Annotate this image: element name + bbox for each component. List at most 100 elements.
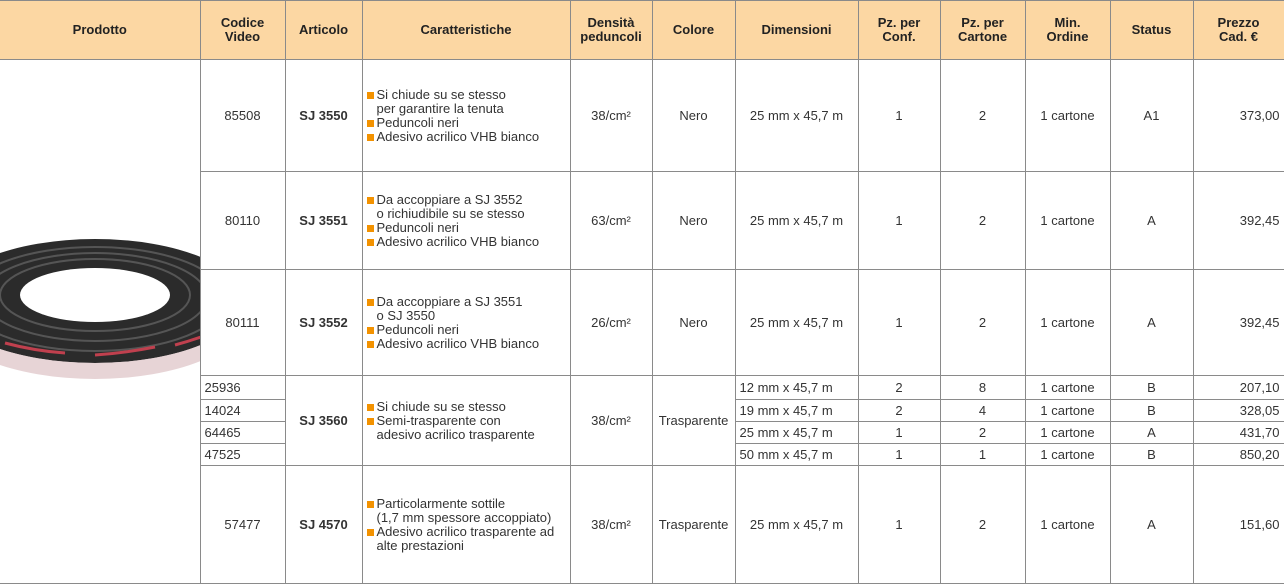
feature-item: Peduncoli neri [366,322,566,337]
color-cell: Trasparente [651,375,736,466]
pz-cartone-cell: 4 [939,399,1026,422]
article-cell: SJ 4570 [284,465,363,584]
price-cell: 850,20 [1192,443,1284,466]
pz-conf-cell: 1 [857,59,941,172]
dimensions-cell: 25 mm x 45,7 m [734,59,859,172]
feature-item: Adesivo acrilico VHB bianco [366,129,566,144]
article-cell: SJ 3560 [284,375,363,466]
code-cell: 64465 [199,421,286,444]
column-header: Codice Video [199,0,286,60]
code-cell: 85508 [199,59,286,172]
column-header: Min. Ordine [1024,0,1111,60]
pz-conf-cell: 1 [857,443,941,466]
status-cell: B [1109,443,1194,466]
status-cell: B [1109,399,1194,422]
product-row: 25936 SJ 3560 Si chiude su se stesso Semi-t… [0,375,1284,466]
price-cell: 392,45 [1192,269,1284,376]
dimensions-cell: 25 mm x 45,7 m [734,421,859,444]
dimensions-cell: 12 mm x 45,7 m [734,375,859,400]
density-cell: 63/cm² [569,171,653,270]
density-cell: 38/cm² [569,59,653,172]
pz-cartone-cell: 2 [939,59,1026,172]
product-image-cell [0,59,201,584]
column-header: Status [1109,0,1194,60]
features-cell: Si chiude su se stesso per garantire la … [361,59,571,172]
article-cell: SJ 3550 [284,59,363,172]
features-list: Si chiude su se stesso Semi-trasparente c… [366,399,566,442]
feature-item: Adesivo acrilico VHB bianco [366,234,566,249]
status-cell: A [1109,465,1194,584]
pz-conf-cell: 1 [857,269,941,376]
status-cell: B [1109,375,1194,400]
tape-roll-image [0,239,199,379]
dimensions-cell: 25 mm x 45,7 m [734,269,859,376]
feature-item: Si chiude su se stesso [366,399,566,414]
feature-item: Adesivo acrilico VHB bianco [366,336,566,351]
pz-cartone-cell: 2 [939,421,1026,444]
feature-item: Da accoppiare a SJ 3551 o SJ 3550 [366,294,566,323]
features-list: Particolarmente sottile (1,7 mm spessore… [366,496,566,553]
pz-cartone-cell: 2 [939,269,1026,376]
feature-item: Peduncoli neri [366,115,566,130]
min-order-cell: 1 cartone [1024,269,1111,376]
column-header: Densità peduncoli [569,0,653,60]
features-cell: Da accoppiare a SJ 3551 o SJ 3550 Pedunco… [361,269,571,376]
feature-item: Peduncoli neri [366,220,566,235]
column-header: Prodotto [0,0,201,60]
color-cell: Trasparente [651,465,736,584]
density-cell: 38/cm² [569,375,653,466]
features-cell: Si chiude su se stesso Semi-trasparente c… [361,375,571,466]
column-header: Colore [651,0,736,60]
min-order-cell: 1 cartone [1024,171,1111,270]
price-cell: 207,10 [1192,375,1284,400]
color-cell: Nero [651,59,736,172]
product-row: 57477 SJ 4570 Particolarmente sottile (1,7… [0,465,1284,584]
pz-conf-cell: 2 [857,399,941,422]
price-cell: 328,05 [1192,399,1284,422]
status-cell: A [1109,171,1194,270]
min-order-cell: 1 cartone [1024,375,1111,400]
product-row: 80111 SJ 3552 Da accoppiare a SJ 3551 o SJ… [0,269,1284,376]
table-body: 85508 SJ 3550 Si chiude su se stesso per g… [0,59,1284,584]
min-order-cell: 1 cartone [1024,443,1111,466]
article-cell: SJ 3551 [284,171,363,270]
min-order-cell: 1 cartone [1024,399,1111,422]
dimensions-cell: 19 mm x 45,7 m [734,399,859,422]
dimensions-cell: 50 mm x 45,7 m [734,443,859,466]
column-header: Dimensioni [734,0,859,60]
product-row: 85508 SJ 3550 Si chiude su se stesso per g… [0,59,1284,584]
code-cell: 14024 [199,399,286,422]
pz-conf-cell: 1 [857,421,941,444]
pz-cartone-cell: 2 [939,465,1026,584]
price-cell: 373,00 [1192,59,1284,172]
dimensions-cell: 25 mm x 45,7 m [734,465,859,584]
column-header: Prezzo Cad. € [1192,0,1284,60]
min-order-cell: 1 cartone [1024,465,1111,584]
status-cell: A1 [1109,59,1194,172]
code-cell: 47525 [199,443,286,466]
code-cell: 80110 [199,171,286,270]
features-cell: Da accoppiare a SJ 3552 o richiudibile s… [361,171,571,270]
feature-item: Adesivo acrilico trasparente ad alte pre… [366,524,566,553]
code-cell: 25936 [199,375,286,400]
feature-item: Semi-trasparente con adesivo acrilico tr… [366,413,566,442]
min-order-cell: 1 cartone [1024,421,1111,444]
column-header: Caratteristiche [361,0,571,60]
header-row: Prodotto Codice Video Articolo Caratteristi… [0,0,1284,60]
price-cell: 151,60 [1192,465,1284,584]
pz-cartone-cell: 1 [939,443,1026,466]
color-cell: Nero [651,269,736,376]
features-cell: Particolarmente sottile (1,7 mm spessore… [361,465,571,584]
density-cell: 38/cm² [569,465,653,584]
features-list: Da accoppiare a SJ 3552 o richiudibile s… [366,192,566,249]
code-cell: 80111 [199,269,286,376]
color-cell: Nero [651,171,736,270]
density-cell: 26/cm² [569,269,653,376]
pz-cartone-cell: 8 [939,375,1026,400]
min-order-cell: 1 cartone [1024,59,1111,172]
feature-item: Da accoppiare a SJ 3552 o richiudibile s… [366,192,566,221]
